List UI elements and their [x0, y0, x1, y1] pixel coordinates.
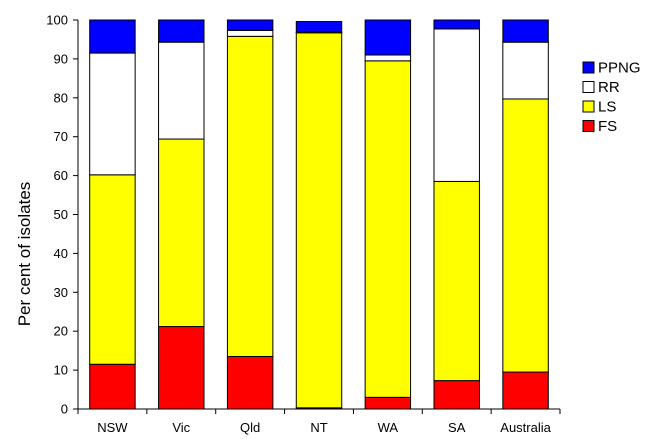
bar-rr-nsw — [89, 52, 136, 176]
bar-fs-qld — [226, 355, 274, 410]
bar-ppng-nsw — [89, 19, 136, 54]
y-tick-label: 40 — [54, 246, 68, 261]
bar-fs-nsw — [89, 363, 136, 410]
legend-label-ls: LS — [598, 99, 616, 116]
bar-ls-australia — [502, 98, 549, 373]
legend-label-rr: RR — [598, 79, 620, 96]
bar-ppng-vic — [158, 19, 205, 43]
y-tick-label: 60 — [54, 168, 68, 183]
x-tick-label: Australia — [500, 420, 551, 435]
y-axis-label: Per cent of isolates — [15, 182, 34, 327]
legend: PPNG RR LS FS — [582, 60, 641, 135]
x-tick-label: SA — [448, 420, 466, 435]
bar-ls-sa — [433, 180, 480, 382]
y-tick-label: 50 — [54, 207, 68, 222]
legend-swatch-ls — [582, 100, 595, 113]
bar-fs-australia — [502, 371, 549, 410]
legend-swatch-fs — [582, 120, 595, 132]
y-tick-label: 90 — [54, 51, 68, 66]
x-tick-label: WA — [378, 420, 399, 435]
legend-swatch-rr — [582, 81, 595, 93]
y-tick-label: 20 — [54, 324, 68, 339]
bar-ls-nt — [295, 32, 343, 409]
bar-rr-vic — [158, 41, 205, 140]
bar-fs-wa — [364, 396, 412, 410]
legend-swatch-ppng — [582, 61, 595, 74]
bar-ppng-wa — [364, 19, 412, 56]
bar-ls-vic — [158, 138, 205, 328]
bars-group — [89, 19, 549, 410]
bar-fs-vic — [158, 326, 205, 410]
x-tick-label: NSW — [97, 420, 128, 435]
bar-ppng-nt — [295, 21, 343, 33]
x-tick-label: Qld — [240, 420, 260, 435]
bar-ppng-australia — [502, 19, 549, 43]
legend-label-fs: FS — [598, 118, 617, 135]
y-tick-label: 0 — [61, 402, 68, 417]
y-tick-label: 30 — [54, 285, 68, 300]
x-tick-label: Vic — [172, 420, 190, 435]
y-tick-label: 100 — [46, 13, 68, 28]
x-tick-label: NT — [310, 420, 327, 435]
bar-ls-wa — [364, 60, 412, 398]
bar-rr-qld — [226, 30, 274, 37]
bar-rr-wa — [364, 54, 412, 62]
axes-group: 0 10 20 30 40 50 60 70 80 90 100 NSW Vic Qld NT WA SA Aus… — [46, 13, 561, 435]
y-tick-label: 80 — [54, 90, 68, 105]
bar-rr-australia — [502, 41, 549, 100]
bar-ls-qld — [226, 35, 274, 357]
bar-fs-sa — [433, 380, 480, 410]
y-tick-label: 70 — [54, 129, 68, 144]
legend-label-ppng: PPNG — [598, 60, 641, 77]
y-tick-label: 10 — [54, 363, 68, 378]
bar-ls-nsw — [89, 174, 136, 365]
bar-ppng-qld — [226, 19, 274, 32]
bar-ppng-sa — [433, 19, 480, 30]
bar-rr-sa — [433, 28, 480, 182]
